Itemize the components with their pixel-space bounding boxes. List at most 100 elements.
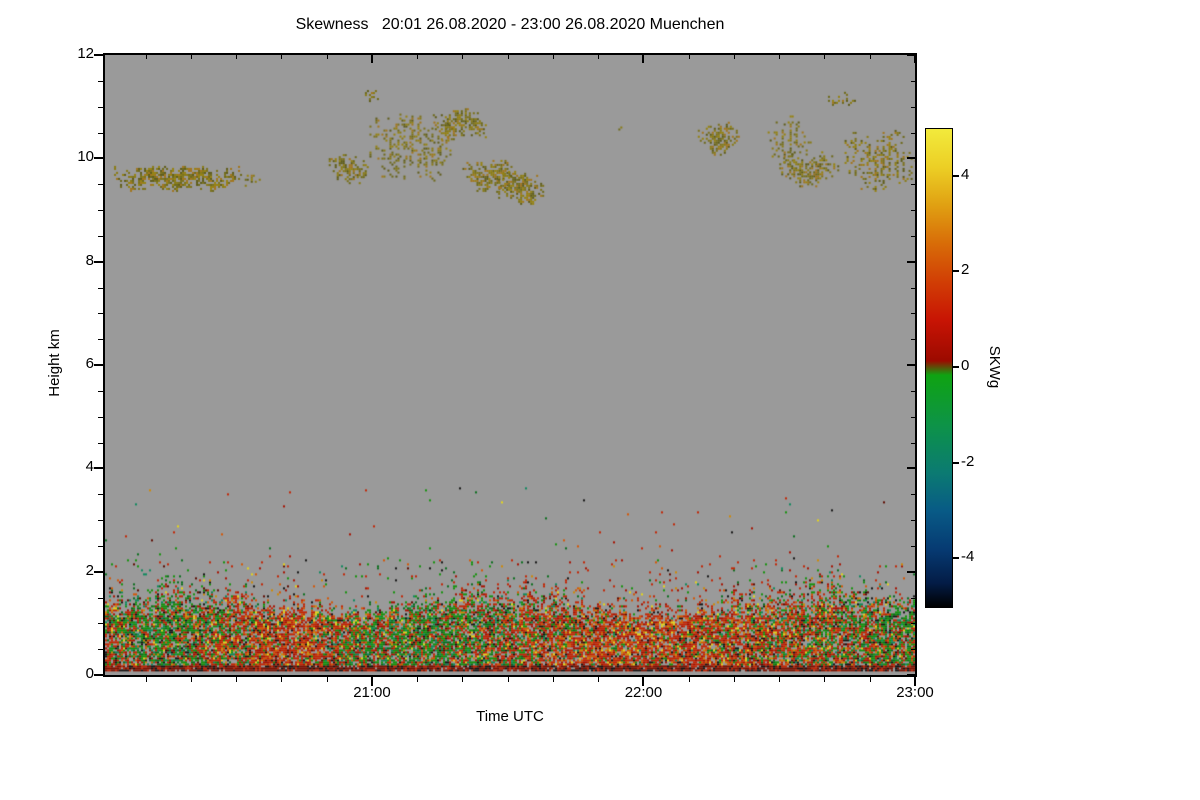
x-minor-tick-top xyxy=(145,55,147,59)
y-major-tick-right xyxy=(907,467,915,470)
x-minor-tick-top xyxy=(869,55,871,59)
x-minor-tick-top xyxy=(236,55,238,59)
y-major-tick-right xyxy=(907,674,915,676)
y-minor-tick-right xyxy=(911,545,915,547)
y-minor-tick xyxy=(98,649,103,651)
y-minor-tick-right xyxy=(911,416,915,418)
y-major-tick-right xyxy=(907,364,915,366)
x-minor-tick-top xyxy=(779,55,781,59)
y-minor-tick-right xyxy=(911,649,915,651)
x-minor-tick xyxy=(598,677,600,682)
x-minor-tick-top xyxy=(326,55,328,59)
x-minor-tick xyxy=(779,677,781,682)
x-major-tick xyxy=(642,677,645,686)
x-minor-tick xyxy=(688,677,690,682)
y-minor-tick-right xyxy=(911,80,915,82)
colorbar-tick xyxy=(953,270,959,273)
y-major-tick xyxy=(94,260,103,263)
x-minor-tick-top xyxy=(190,55,192,59)
y-tick-label: 2 xyxy=(85,561,94,579)
colorbar-tick-label: -4 xyxy=(961,548,975,566)
x-minor-tick xyxy=(869,677,871,682)
y-minor-tick-right xyxy=(911,132,915,134)
y-minor-tick xyxy=(98,520,103,521)
y-minor-tick-right xyxy=(911,339,915,341)
y-tick-label: 4 xyxy=(85,458,94,476)
y-major-tick-right xyxy=(907,157,915,160)
colorbar-tick-label: -2 xyxy=(961,452,975,470)
y-tick-label: 10 xyxy=(77,148,94,166)
x-tick-label: 23:00 xyxy=(896,684,934,701)
y-minor-tick xyxy=(98,442,103,444)
y-major-tick xyxy=(94,364,103,366)
x-minor-tick xyxy=(145,677,147,682)
y-minor-tick xyxy=(98,80,103,82)
y-minor-tick-right xyxy=(911,184,915,186)
x-minor-tick xyxy=(326,677,328,682)
y-minor-tick-right xyxy=(911,623,915,625)
skewness-heatmap-canvas xyxy=(105,55,915,675)
y-minor-tick xyxy=(98,313,103,315)
y-minor-tick-right xyxy=(911,597,915,599)
y-minor-tick xyxy=(98,623,103,625)
colorbar-tick xyxy=(953,366,959,368)
y-major-tick xyxy=(94,674,103,676)
y-minor-tick-right xyxy=(911,390,915,392)
x-minor-tick xyxy=(552,677,554,682)
y-minor-tick xyxy=(98,545,103,547)
colorbar-tick xyxy=(953,174,959,177)
x-major-tick-top xyxy=(914,55,916,63)
x-major-tick-top xyxy=(370,55,373,63)
y-minor-tick-right xyxy=(911,106,915,108)
y-minor-tick-right xyxy=(911,442,915,444)
x-minor-tick-top xyxy=(824,55,826,59)
x-tick-label: 22:00 xyxy=(624,684,663,701)
x-minor-tick-top xyxy=(281,55,283,59)
x-major-tick xyxy=(914,677,916,686)
y-minor-tick xyxy=(98,106,103,108)
y-major-tick-right xyxy=(907,260,915,263)
y-minor-tick-right xyxy=(911,520,915,521)
x-minor-tick xyxy=(417,677,419,682)
x-minor-tick xyxy=(236,677,238,682)
y-tick-label: 0 xyxy=(85,665,94,682)
y-minor-tick xyxy=(98,494,103,496)
y-minor-tick xyxy=(98,132,103,134)
x-minor-tick-top xyxy=(462,55,464,59)
x-minor-tick-top xyxy=(733,55,735,59)
x-minor-tick xyxy=(824,677,826,682)
colorbar-title: SKWg xyxy=(986,345,1003,389)
x-minor-tick-top xyxy=(552,55,554,59)
y-minor-tick-right xyxy=(911,235,915,237)
y-minor-tick-right xyxy=(911,210,915,211)
y-major-tick-right xyxy=(907,54,915,56)
x-axis-title: Time UTC xyxy=(476,708,544,725)
y-minor-tick xyxy=(98,210,103,211)
plot-frame xyxy=(103,53,917,677)
y-minor-tick xyxy=(98,235,103,237)
y-minor-tick xyxy=(98,416,103,418)
y-minor-tick xyxy=(98,390,103,392)
y-minor-tick xyxy=(98,339,103,341)
x-minor-tick xyxy=(281,677,283,682)
y-minor-tick xyxy=(98,184,103,186)
colorbar-tick-label: 0 xyxy=(961,357,970,374)
y-tick-label: 12 xyxy=(77,45,94,62)
colorbar-tick-label: 4 xyxy=(961,165,970,183)
y-major-tick-right xyxy=(907,570,915,573)
colorbar-tick xyxy=(953,557,959,560)
y-major-tick xyxy=(94,54,103,56)
x-minor-tick-top xyxy=(507,55,509,59)
y-minor-tick-right xyxy=(911,313,915,315)
x-minor-tick xyxy=(507,677,509,682)
y-minor-tick-right xyxy=(911,494,915,496)
x-minor-tick xyxy=(733,677,735,682)
y-minor-tick-right xyxy=(911,287,915,289)
x-major-tick xyxy=(370,677,373,686)
y-minor-tick xyxy=(98,597,103,599)
colorbar-tick-label: 2 xyxy=(961,261,970,279)
x-minor-tick-top xyxy=(417,55,419,59)
y-minor-tick xyxy=(98,287,103,289)
y-major-tick xyxy=(94,467,103,470)
